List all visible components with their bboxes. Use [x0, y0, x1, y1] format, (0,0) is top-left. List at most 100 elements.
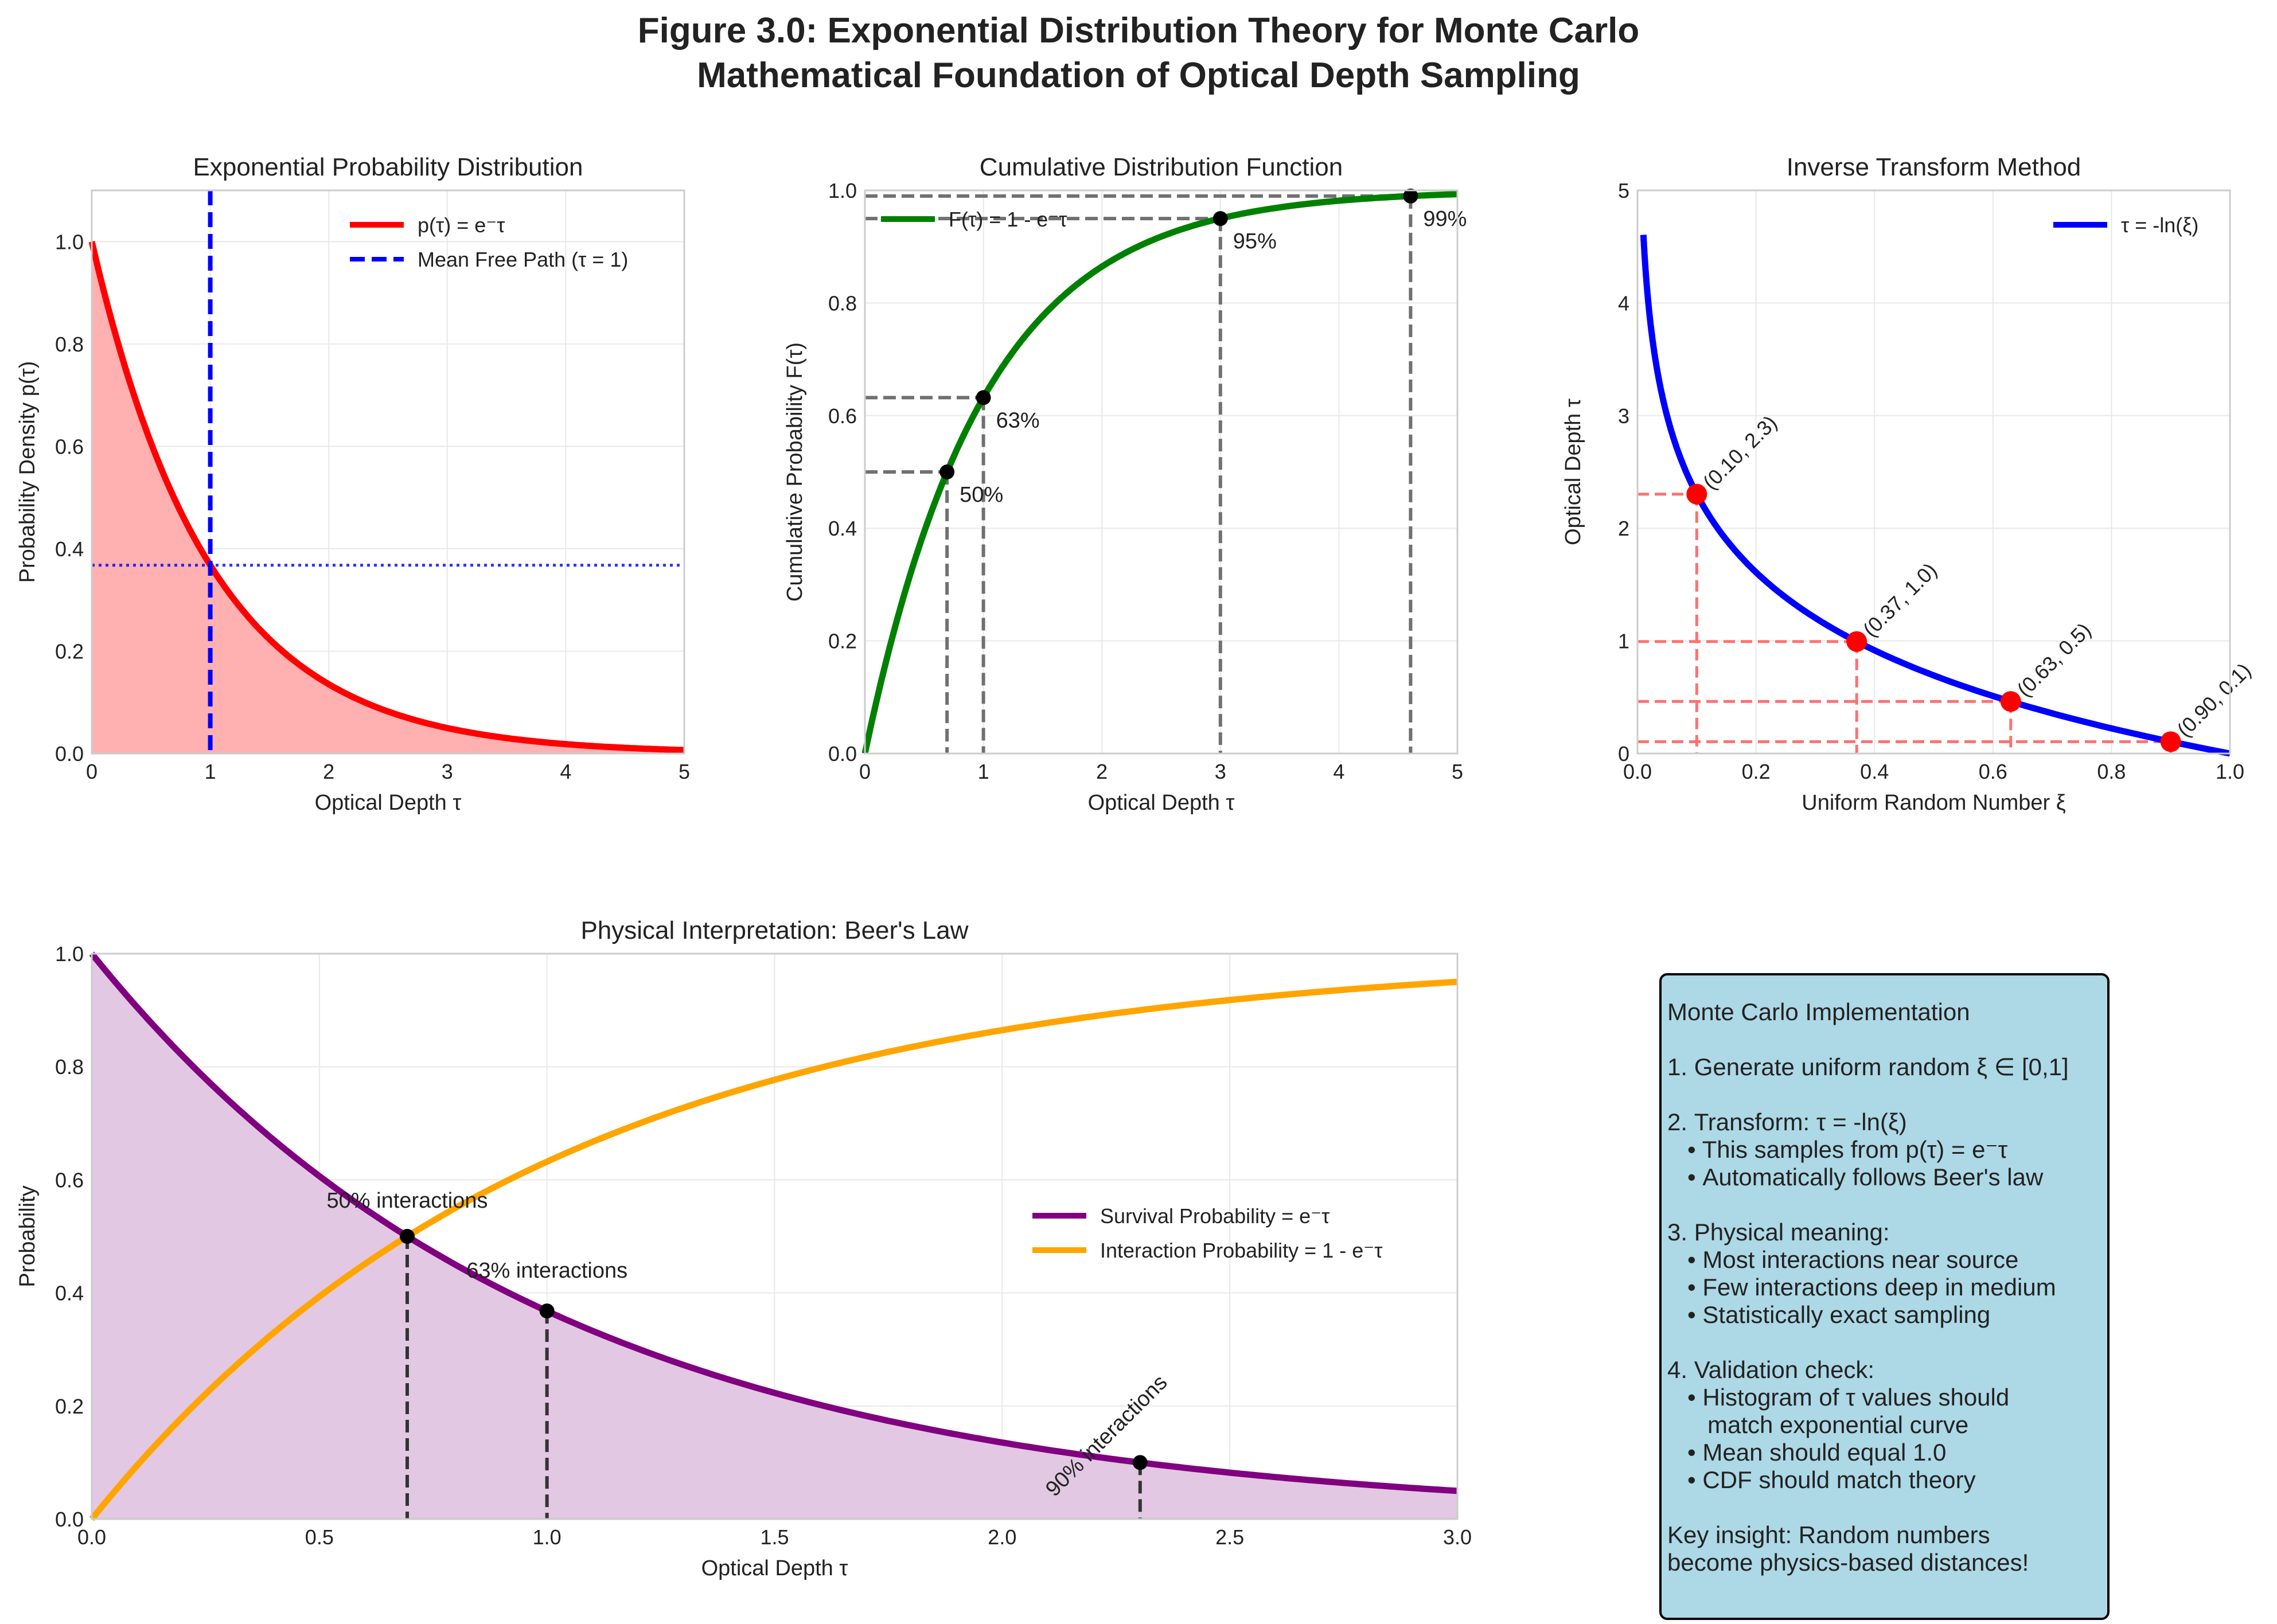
- x-tick-label: 0.4: [1860, 760, 1889, 783]
- x-axis-label: Uniform Random Number ξ: [1802, 791, 2066, 815]
- x-tick-label: 2: [323, 760, 334, 783]
- beer-point: [539, 1303, 555, 1319]
- chart-title: Inverse Transform Method: [1787, 153, 2081, 181]
- y-tick-label: 0.0: [828, 742, 857, 766]
- y-tick-label: 0.2: [55, 639, 84, 663]
- x-tick-label: 2: [1096, 760, 1108, 783]
- y-tick-label: 2: [1618, 517, 1629, 540]
- y-tick-label: 0.0: [55, 1508, 84, 1531]
- y-tick-label: 1: [1618, 630, 1629, 653]
- inverse-point-label: (0.63, 0.5): [2012, 618, 2095, 701]
- legend-entry: Interaction Probability = 1 - e⁻τ: [1100, 1239, 1382, 1262]
- plot-frame: [91, 189, 685, 755]
- y-tick-label: 0.8: [55, 1055, 84, 1079]
- beer-point: [1132, 1455, 1148, 1470]
- cdf-point: [976, 390, 991, 405]
- beer-point-label: 63% interactions: [466, 1259, 627, 1283]
- x-tick-label: 3.0: [1443, 1525, 1472, 1549]
- cdf-curve: [861, 191, 1458, 755]
- x-tick-label: 0: [859, 760, 871, 783]
- x-axis-label: Optical Depth τ: [315, 791, 462, 815]
- survival-curve: [89, 951, 1458, 1494]
- x-tick-label: 2.5: [1215, 1525, 1244, 1549]
- y-tick-label: 0.8: [55, 333, 84, 356]
- y-tick-label: 0.6: [55, 1168, 84, 1192]
- cdf-point: [1403, 188, 1418, 204]
- y-axis-label: Optical Depth τ: [1561, 399, 1585, 545]
- x-tick-label: 1.5: [760, 1525, 789, 1549]
- x-tick-label: 3: [442, 760, 453, 783]
- x-tick-label: 1: [978, 760, 989, 783]
- y-axis-label: Cumulative Probability F(τ): [783, 342, 807, 602]
- x-tick-label: 4: [1333, 760, 1344, 783]
- pdf-chart: 0 1 2 3 4 5 0.0 0.2 0.4 0.6 0.8 1.0 Exponential Prob…: [15, 153, 690, 815]
- y-tick-label: 0.4: [55, 537, 84, 561]
- x-tick-label: 0.8: [2097, 760, 2126, 783]
- y-tick-label: 0.2: [55, 1395, 84, 1418]
- survival-area-fill: [92, 954, 1457, 1519]
- beer-point: [400, 1229, 415, 1244]
- cdf-point-label: 50%: [960, 483, 1003, 507]
- inverse-point: [2160, 731, 2181, 752]
- y-tick-label: 0: [1618, 742, 1629, 766]
- x-tick-label: 1.0: [2216, 760, 2244, 783]
- cdf-point-label: 63%: [996, 408, 1040, 432]
- interaction-curve: [89, 978, 1458, 1521]
- y-tick-label: 0.4: [828, 517, 857, 540]
- x-tick-label: 0.6: [1979, 760, 2007, 783]
- legend-entry: τ = -ln(ξ): [2121, 213, 2198, 237]
- cdf-point-label: 99%: [1423, 207, 1467, 231]
- x-tick-label: 3: [1215, 760, 1226, 783]
- y-tick-label: 0.4: [55, 1282, 84, 1305]
- cdf-point: [939, 464, 955, 479]
- legend-entry: p(τ) = e⁻τ: [418, 213, 505, 237]
- inverse-point-label: (0.37, 1.0): [1858, 558, 1941, 641]
- inverse-point: [1846, 631, 1867, 652]
- cdf-point: [1212, 211, 1228, 227]
- y-axis-label: Probability Density p(τ): [15, 361, 40, 583]
- x-tick-label: 0.0: [77, 1525, 106, 1549]
- y-tick-label: 0.6: [828, 404, 857, 428]
- y-tick-label: 1.0: [828, 179, 857, 202]
- y-tick-label: 4: [1618, 291, 1629, 315]
- pdf-area-fill: [92, 241, 684, 754]
- legend-entry: Survival Probability = e⁻τ: [1100, 1204, 1329, 1228]
- chart-title: Exponential Probability Distribution: [193, 153, 583, 181]
- cdf-point-label: 95%: [1233, 229, 1277, 253]
- x-tick-label: 0.0: [1623, 760, 1652, 783]
- x-tick-label: 1.0: [533, 1525, 562, 1549]
- x-tick-label: 0.2: [1742, 760, 1771, 783]
- y-tick-label: 3: [1618, 404, 1629, 428]
- plot-frame: [864, 189, 1459, 755]
- plot-frame: [1636, 189, 2231, 755]
- inverse-curve: [1640, 235, 2231, 757]
- legend-entry: Mean Free Path (τ = 1): [418, 248, 628, 271]
- beer-point-label: 50% interactions: [327, 1189, 488, 1213]
- y-tick-label: 0.6: [55, 435, 84, 458]
- inverse-point-label: (0.90, 0.1): [2172, 658, 2255, 741]
- x-axis-label: Optical Depth τ: [1088, 791, 1235, 815]
- beers-law-chart: 0.0 0.5 1.0 1.5 2.0 2.5 3.0 0.0 0.2 0.4 0.6 0.8 1.0 P…: [15, 916, 1472, 1580]
- inverse-point: [2000, 691, 2021, 712]
- pdf-curve: [88, 241, 685, 754]
- figure-title-line2: Mathematical Foundation of Optical Depth…: [697, 56, 1580, 95]
- y-tick-label: 1.0: [55, 942, 84, 966]
- y-tick-label: 5: [1618, 179, 1629, 202]
- x-tick-label: 2.0: [988, 1525, 1016, 1549]
- inverse-point: [1686, 483, 1707, 505]
- x-axis-label: Optical Depth τ: [701, 1556, 848, 1580]
- legend-entry: F(τ) = 1 - e⁻τ: [949, 208, 1067, 231]
- x-tick-label: 0.5: [305, 1525, 334, 1549]
- inverse-transform-chart: 0.0 0.2 0.4 0.6 0.8 1.0 0 1 2 3 4 5 Inverse Transfor…: [1561, 153, 2255, 815]
- inverse-point-label: (0.10, 2.3): [1698, 411, 1781, 494]
- y-tick-label: 1.0: [55, 230, 84, 253]
- chart-title: Physical Interpretation: Beer's Law: [580, 916, 968, 944]
- x-tick-label: 0: [86, 760, 98, 783]
- x-tick-label: 1: [205, 760, 216, 783]
- x-tick-label: 5: [679, 760, 690, 783]
- figure-title-line1: Figure 3.0: Exponential Distribution The…: [638, 11, 1639, 50]
- cdf-chart: 0 1 2 3 4 5 0.0 0.2 0.4 0.6 0.8 1.0 Cumulative Distr…: [783, 153, 1467, 815]
- plot-frame: [91, 952, 1459, 1520]
- y-tick-label: 0.2: [828, 630, 857, 653]
